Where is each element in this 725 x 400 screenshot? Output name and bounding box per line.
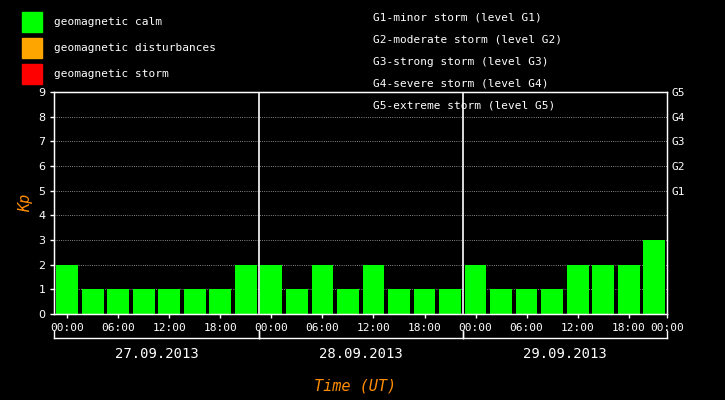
Bar [286, 289, 307, 314]
Text: geomagnetic disturbances: geomagnetic disturbances [54, 43, 216, 53]
Text: G2-moderate storm (level G2): G2-moderate storm (level G2) [373, 35, 563, 45]
Text: G5-extreme storm (level G5): G5-extreme storm (level G5) [373, 101, 555, 111]
Text: Time (UT): Time (UT) [314, 378, 397, 394]
Bar [235, 265, 257, 314]
Bar [542, 289, 563, 314]
Bar [184, 289, 206, 314]
Text: geomagnetic calm: geomagnetic calm [54, 17, 162, 27]
Bar [337, 289, 359, 314]
Bar [643, 240, 665, 314]
Bar [439, 289, 461, 314]
Bar [133, 289, 154, 314]
Y-axis label: Kp: Kp [17, 194, 33, 212]
Text: geomagnetic storm: geomagnetic storm [54, 69, 169, 79]
Text: G3-strong storm (level G3): G3-strong storm (level G3) [373, 57, 549, 67]
Bar [107, 289, 129, 314]
Bar [567, 265, 589, 314]
Bar [57, 265, 78, 314]
Bar [388, 289, 410, 314]
Bar [592, 265, 614, 314]
Bar [490, 289, 512, 314]
Text: 27.09.2013: 27.09.2013 [115, 347, 199, 361]
Bar [312, 265, 334, 314]
Bar [515, 289, 537, 314]
Bar [414, 289, 435, 314]
Text: 28.09.2013: 28.09.2013 [319, 347, 402, 361]
Bar [210, 289, 231, 314]
Bar [618, 265, 639, 314]
Text: G4-severe storm (level G4): G4-severe storm (level G4) [373, 79, 549, 89]
Bar [158, 289, 180, 314]
Bar [465, 265, 486, 314]
Text: 29.09.2013: 29.09.2013 [523, 347, 607, 361]
Bar [362, 265, 384, 314]
Bar [82, 289, 104, 314]
Text: G1-minor storm (level G1): G1-minor storm (level G1) [373, 13, 542, 23]
Bar [260, 265, 282, 314]
